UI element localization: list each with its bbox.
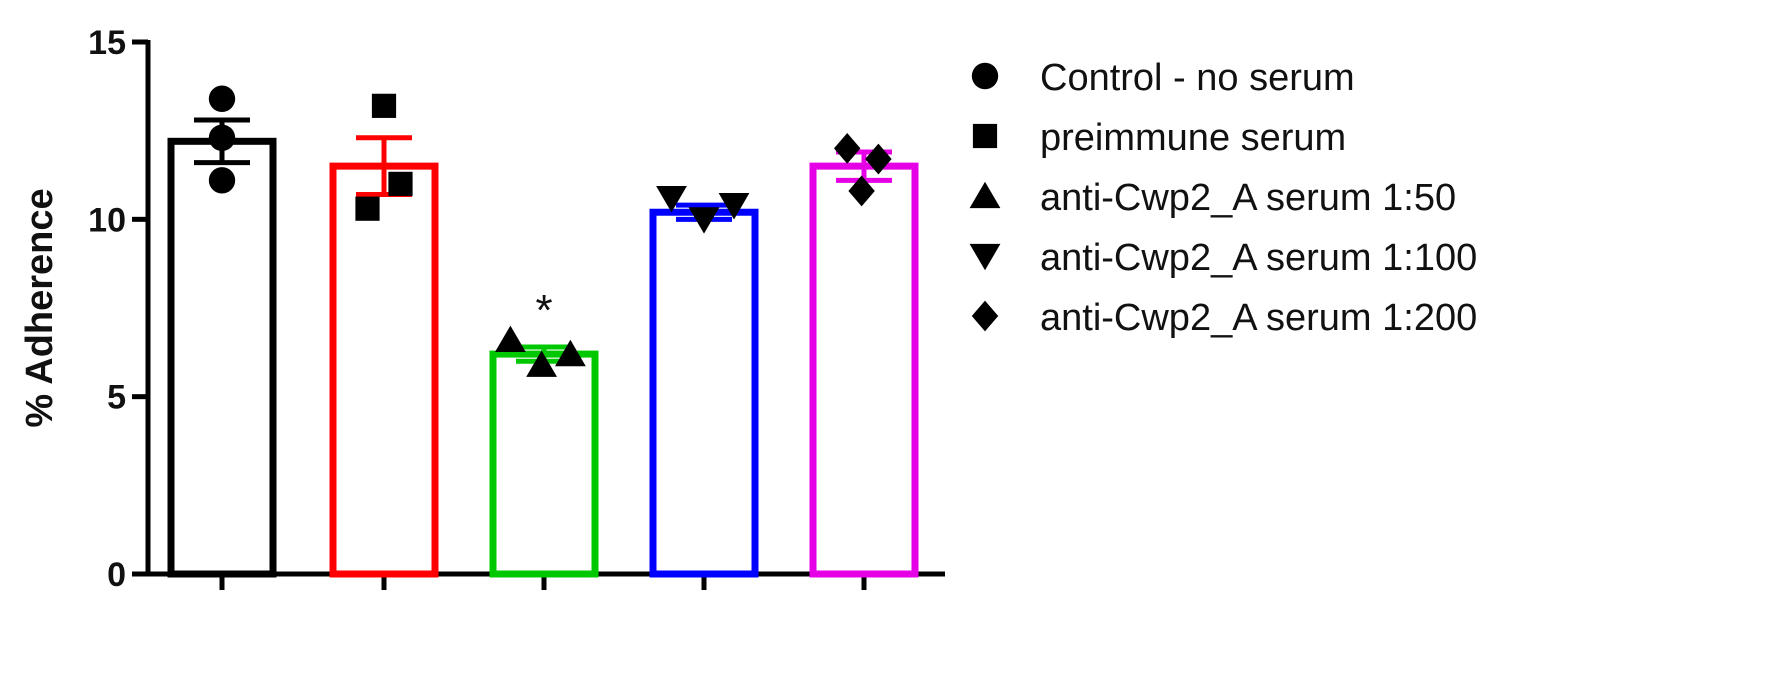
legend-label: anti-Cwp2_A serum 1:100 — [1040, 237, 1477, 279]
data-point — [848, 175, 875, 207]
data-point — [371, 93, 397, 118]
legend-label: Control - no serum — [1040, 57, 1355, 99]
data-point — [656, 185, 687, 213]
data-points — [208, 85, 892, 377]
data-point — [208, 124, 236, 151]
significance-asterisk: * — [535, 286, 552, 335]
data-point — [555, 339, 586, 367]
y-tick-label: 10 — [88, 201, 126, 239]
y-tick-label: 15 — [88, 24, 126, 62]
annotations: * — [535, 286, 552, 335]
bar — [489, 350, 599, 578]
data-point — [834, 133, 861, 164]
data-point — [495, 325, 526, 353]
y-tick-label: 0 — [107, 556, 126, 594]
bars — [167, 117, 919, 578]
legend-label: anti-Cwp2_A serum 1:50 — [1040, 177, 1456, 219]
legend-marker — [971, 300, 999, 332]
legend-label: preimmune serum — [1040, 117, 1346, 159]
data-point — [355, 196, 380, 221]
legend-marker — [971, 62, 999, 90]
data-point — [388, 171, 413, 196]
data-point — [208, 85, 236, 112]
data-point — [208, 167, 236, 194]
y-tick-label: 5 — [107, 379, 126, 417]
bar — [809, 162, 919, 578]
legend-marker — [972, 123, 998, 149]
bar — [329, 162, 439, 578]
legend-marker — [969, 243, 1001, 271]
data-point — [718, 193, 750, 220]
legend-marker — [969, 181, 1001, 209]
data-point — [688, 207, 720, 234]
bar — [167, 137, 277, 578]
bar — [649, 208, 759, 578]
data-point — [526, 350, 557, 377]
axes: 0 5 10 15 % Adherence — [19, 24, 945, 594]
legend-label: anti-Cwp2_A serum 1:200 — [1040, 297, 1477, 339]
y-axis-label: % Adherence — [19, 188, 61, 427]
data-point — [865, 143, 892, 175]
legend: Control - no serum preimmune serum anti-Cw… — [969, 57, 1477, 339]
